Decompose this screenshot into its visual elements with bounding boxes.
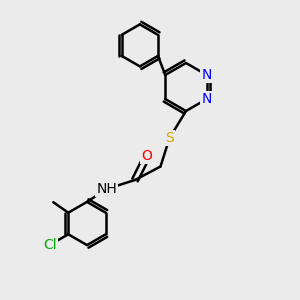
Text: N: N	[202, 68, 212, 82]
Text: O: O	[142, 149, 152, 163]
Text: N: N	[202, 92, 212, 106]
Text: S: S	[165, 131, 174, 145]
Text: NH: NH	[96, 182, 117, 196]
Text: Cl: Cl	[43, 238, 57, 252]
